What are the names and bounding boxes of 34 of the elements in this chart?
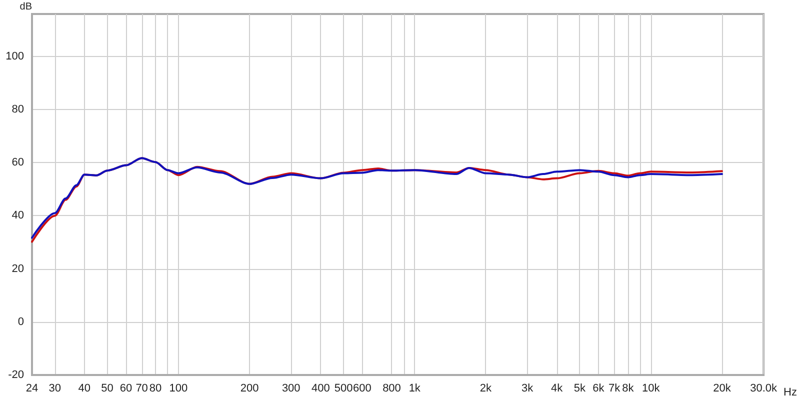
x-tick-label: 10k: [642, 382, 660, 394]
x-tick-label: 24: [26, 382, 38, 394]
x-tick-label: 600: [353, 382, 372, 394]
x-tick-label: 30.0k: [750, 382, 778, 394]
y-tick-label: 100: [6, 50, 24, 62]
x-tick-label: 40: [78, 382, 91, 394]
x-tick-label: 60: [120, 382, 132, 394]
x-tick-label: 70: [136, 382, 148, 394]
x-tick-label: 8k: [622, 382, 634, 394]
y-tick-label: 0: [18, 316, 24, 328]
x-tick-label: 2k: [480, 382, 492, 394]
y-tick-label: 20: [12, 262, 24, 275]
x-axis-title: Hz: [784, 386, 798, 398]
y-tick-label: -20: [8, 369, 24, 381]
x-tick-label: 4k: [551, 382, 564, 394]
y-tick-label: 60: [12, 156, 24, 169]
x-tick-label: 5k: [574, 382, 586, 394]
x-tick-label: 50: [101, 382, 114, 394]
x-tick-label: 1k: [408, 382, 421, 394]
y-axis-title: dB: [20, 2, 32, 12]
x-tick-label: 3k: [522, 382, 534, 394]
x-tick-label: 800: [382, 382, 401, 394]
y-tick-label: 80: [12, 104, 24, 116]
x-tick-label: 20k: [713, 382, 732, 394]
x-tick-label: 300: [282, 382, 300, 394]
x-tick-label: 500: [334, 382, 353, 394]
x-tick-label: 7k: [608, 382, 621, 394]
x-tick-label: 100: [169, 382, 188, 394]
x-tick-label: 30: [48, 382, 62, 394]
y-tick-label: 40: [12, 210, 24, 222]
x-tick-label: 400: [311, 382, 330, 394]
x-tick-label: 6k: [592, 382, 605, 394]
x-tick-label: 200: [240, 382, 259, 394]
x-tick-label: 80: [149, 382, 162, 394]
